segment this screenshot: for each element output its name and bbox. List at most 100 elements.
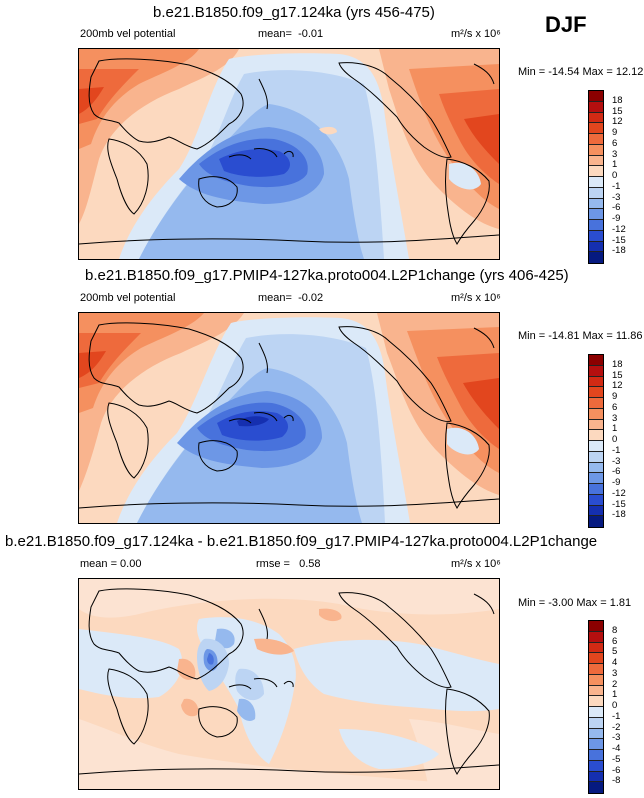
panel1-colorbar-box bbox=[589, 155, 603, 167]
panel2-field-label: 200mb vel potential bbox=[80, 292, 176, 304]
panel1-colorbar-box bbox=[589, 241, 603, 253]
colorbar-tick-label: 6 bbox=[612, 636, 618, 647]
panel1-mean-value: -0.01 bbox=[298, 28, 324, 40]
colorbar-tick-label: 6 bbox=[612, 138, 618, 149]
colorbar-tick-label: -2 bbox=[612, 722, 621, 733]
colorbar-tick-label: -8 bbox=[612, 775, 621, 786]
panel1-map-svg bbox=[79, 49, 499, 259]
panel3-map bbox=[78, 578, 500, 790]
panel1-colorbar-box bbox=[589, 134, 603, 145]
panel1-mean: mean= -0.01 bbox=[258, 28, 323, 40]
colorbar-tick-label: -1 bbox=[612, 181, 621, 192]
panel2-colorbar-box bbox=[589, 387, 603, 398]
panel2-minmax: Min = -14.81 Max = 11.86 bbox=[518, 330, 643, 342]
colorbar-tick-label: 18 bbox=[612, 359, 623, 370]
colorbar-tick-label: -1 bbox=[612, 711, 621, 722]
panel1-colorbar-box bbox=[589, 209, 603, 220]
panel2-colorbar-box bbox=[589, 462, 603, 474]
colorbar-tick-label: 5 bbox=[612, 646, 618, 657]
panel3-colorbar-box bbox=[589, 621, 603, 632]
panel2-units: m²/s x 10⁶ bbox=[451, 292, 501, 304]
panel3-mean: mean = 0.00 bbox=[80, 558, 142, 570]
colorbar-tick-label: -3 bbox=[612, 192, 621, 203]
colorbar-tick-label: -4 bbox=[612, 743, 621, 754]
panel2-mean: mean= -0.02 bbox=[258, 292, 323, 304]
colorbar-tick-label: -3 bbox=[612, 732, 621, 743]
colorbar-tick-label: 18 bbox=[612, 95, 623, 106]
colorbar-tick-label: 3 bbox=[612, 149, 618, 160]
colorbar-tick-label: 9 bbox=[612, 391, 618, 402]
panel1-colorbar-box bbox=[589, 220, 603, 231]
panel2-title: b.e21.B1850.f09_g17.PMIP4-127ka.proto004… bbox=[85, 267, 569, 284]
panel1-map bbox=[78, 48, 500, 260]
panel1-colorbar-box bbox=[589, 198, 603, 210]
panel2-colorbar-box bbox=[589, 441, 603, 452]
season-label: DJF bbox=[545, 12, 587, 37]
colorbar-tick-label: 0 bbox=[612, 434, 618, 445]
panel2-colorbar-box bbox=[589, 494, 603, 506]
panel3-colorbar-box bbox=[589, 728, 603, 740]
panel3-colorbar-box bbox=[589, 739, 603, 750]
panel1-colorbar bbox=[588, 90, 604, 264]
panel2-colorbar-box bbox=[589, 516, 603, 527]
panel3-colorbar-box bbox=[589, 685, 603, 697]
colorbar-tick-label: 4 bbox=[612, 657, 618, 668]
colorbar-tick-label: -3 bbox=[612, 456, 621, 467]
panel3-rmse-label: rmse = bbox=[256, 558, 290, 570]
panel3-title: b.e21.B1850.f09_g17.124ka - b.e21.B1850.… bbox=[5, 533, 598, 550]
panel2-map bbox=[78, 312, 500, 524]
panel1-title: b.e21.B1850.f09_g17.124ka (yrs 456-475) bbox=[153, 4, 435, 21]
panel3-rmse: rmse = 0.58 bbox=[256, 558, 321, 570]
colorbar-tick-label: -9 bbox=[612, 213, 621, 224]
colorbar-tick-label: -6 bbox=[612, 202, 621, 213]
panel3-colorbar-box bbox=[589, 707, 603, 718]
panel3-colorbar-box bbox=[589, 642, 603, 654]
panel1-colorbar-box bbox=[589, 112, 603, 124]
panel1-minmax: Min = -14.54 Max = 12.12 bbox=[518, 66, 644, 78]
panel3-colorbar-box bbox=[589, 696, 603, 707]
panel3-colorbar-box bbox=[589, 750, 603, 761]
panel1-colorbar-box bbox=[589, 123, 603, 134]
panel1-colorbar-box bbox=[589, 91, 603, 102]
panel2-mean-value: -0.02 bbox=[298, 292, 324, 304]
colorbar-tick-label: -6 bbox=[612, 765, 621, 776]
colorbar-tick-label: 15 bbox=[612, 106, 623, 117]
panel3-minmax: Min = -3.00 Max = 1.81 bbox=[518, 597, 632, 609]
colorbar-tick-label: 12 bbox=[612, 380, 623, 391]
panel1-field-label: 200mb vel potential bbox=[80, 28, 176, 40]
colorbar-tick-label: -5 bbox=[612, 754, 621, 765]
panel3-colorbar-box bbox=[589, 760, 603, 772]
panel3-colorbar-box bbox=[589, 717, 603, 729]
panel3-colorbar-box bbox=[589, 631, 603, 643]
colorbar-tick-label: 3 bbox=[612, 668, 618, 679]
panel3-colorbar-box bbox=[589, 653, 603, 664]
colorbar-tick-label: 3 bbox=[612, 413, 618, 424]
colorbar-tick-label: 0 bbox=[612, 700, 618, 711]
panel1-colorbar-box bbox=[589, 101, 603, 113]
colorbar-tick-label: 0 bbox=[612, 170, 618, 181]
panel2-colorbar-box bbox=[589, 419, 603, 431]
panel1-colorbar-box bbox=[589, 177, 603, 188]
colorbar-tick-label: 1 bbox=[612, 689, 618, 700]
colorbar-tick-label: -9 bbox=[612, 477, 621, 488]
panel3-colorbar-box bbox=[589, 664, 603, 675]
panel2-colorbar-box bbox=[589, 408, 603, 420]
colorbar-tick-label: 2 bbox=[612, 679, 618, 690]
panel3-units: m²/s x 10⁶ bbox=[451, 558, 501, 570]
colorbar-tick-label: -18 bbox=[612, 245, 626, 256]
panel3-colorbar-box bbox=[589, 782, 603, 793]
colorbar-tick-label: 15 bbox=[612, 370, 623, 381]
colorbar-tick-label: -12 bbox=[612, 488, 626, 499]
colorbar-tick-label: -15 bbox=[612, 499, 626, 510]
panel1-colorbar-box bbox=[589, 187, 603, 199]
panel2-colorbar bbox=[588, 354, 604, 528]
panel2-colorbar-box bbox=[589, 376, 603, 388]
panel2-colorbar-box bbox=[589, 505, 603, 517]
colorbar-tick-label: 6 bbox=[612, 402, 618, 413]
panel1-colorbar-box bbox=[589, 144, 603, 156]
colorbar-tick-label: 8 bbox=[612, 625, 618, 636]
panel2-colorbar-box bbox=[589, 473, 603, 484]
panel2-map-svg bbox=[79, 313, 499, 523]
colorbar-tick-label: -15 bbox=[612, 235, 626, 246]
panel3-colorbar bbox=[588, 620, 604, 794]
